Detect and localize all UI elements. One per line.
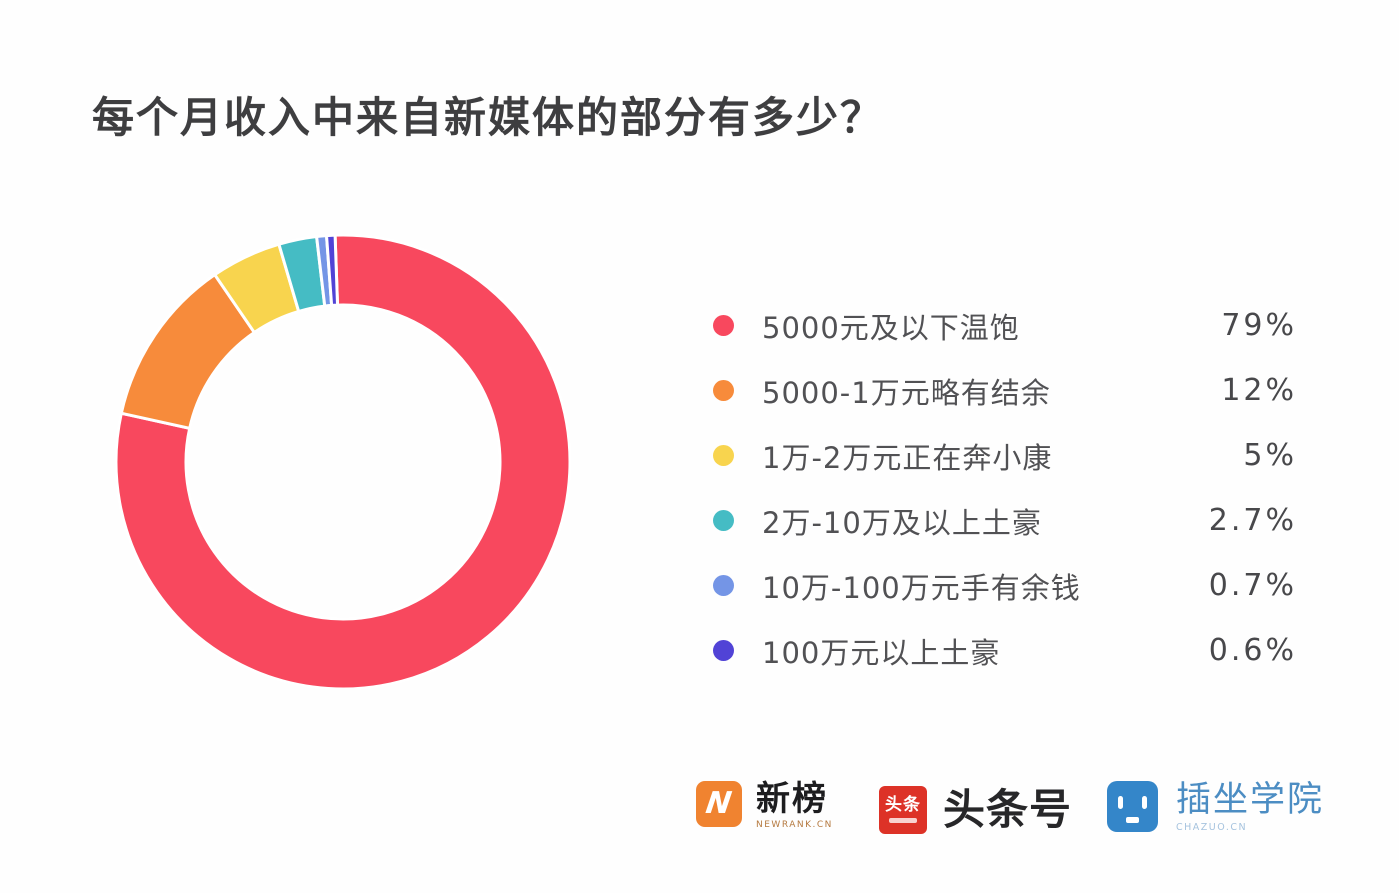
donut-slice-5 [324, 233, 340, 308]
legend-value: 12% [1221, 373, 1297, 408]
legend-dot-icon [713, 445, 734, 466]
toutiao-icon: 头条 [879, 786, 927, 834]
legend-item-1: 5000-1万元略有结余 12% [713, 358, 1297, 423]
legend-dot-icon [713, 575, 734, 596]
chazuo-mouth-icon [1126, 817, 1139, 823]
legend-value: 5% [1243, 438, 1297, 473]
donut-slice-0 [114, 233, 572, 691]
toutiao-icon-text: 头条 [885, 795, 921, 815]
chazuo-eye-icon [1118, 796, 1123, 809]
newrank-logo: N 新榜 NEWRANK.CN [696, 781, 833, 830]
legend-label: 1万-2万元正在奔小康 [762, 440, 1053, 475]
legend-label: 2万-10万及以上土豪 [762, 505, 1042, 540]
chazuo-eye-icon [1142, 796, 1147, 809]
legend-label: 100万元以上土豪 [762, 635, 1001, 670]
legend-label: 10万-100万元手有余钱 [762, 570, 1081, 605]
newrank-name: 新榜 [756, 779, 828, 819]
newrank-subtext: NEWRANK.CN [756, 820, 833, 830]
legend-dot-icon [713, 510, 734, 531]
legend-value: 2.7% [1208, 503, 1297, 538]
toutiao-icon-bar [889, 818, 917, 823]
legend-dot-icon [713, 315, 734, 336]
legend-item-0: 5000元及以下温饱 79% [713, 293, 1297, 358]
legend: 5000元及以下温饱 79% 5000-1万元略有结余 12% 1万-2万元正在奔小康 5… [713, 293, 1297, 683]
legend-item-5: 100万元以上土豪 0.6% [713, 618, 1297, 683]
legend-label: 5000元及以下温饱 [762, 310, 1020, 345]
legend-value: 0.7% [1208, 568, 1297, 603]
toutiao-logo: 头条 头条号 [879, 786, 1072, 834]
toutiao-name: 头条号 [943, 785, 1073, 834]
legend-dot-icon [713, 640, 734, 661]
legend-dot-icon [713, 380, 734, 401]
chazuo-face-icon [1107, 781, 1158, 832]
legend-item-4: 10万-100万元手有余钱 0.7% [713, 553, 1297, 618]
legend-value: 79% [1221, 308, 1297, 343]
chart-title: 每个月收入中来自新媒体的部分有多少？ [92, 93, 885, 142]
donut-chart [114, 233, 572, 691]
newrank-icon-letter: N [704, 786, 735, 821]
legend-value: 0.6% [1208, 633, 1297, 668]
chazuo-name: 插坐学院 [1176, 780, 1325, 820]
newrank-text: 新榜 NEWRANK.CN [756, 781, 833, 830]
chazuo-text: 插坐学院 CHAZUO.CN [1176, 781, 1324, 833]
legend-item-2: 1万-2万元正在奔小康 5% [713, 423, 1297, 488]
legend-item-3: 2万-10万及以上土豪 2.7% [713, 488, 1297, 553]
chazuo-logo: 插坐学院 CHAZUO.CN [1107, 781, 1324, 833]
newrank-n-icon: N [696, 781, 742, 827]
chazuo-subtext: CHAZUO.CN [1176, 822, 1248, 833]
legend-label: 5000-1万元略有结余 [762, 375, 1051, 410]
